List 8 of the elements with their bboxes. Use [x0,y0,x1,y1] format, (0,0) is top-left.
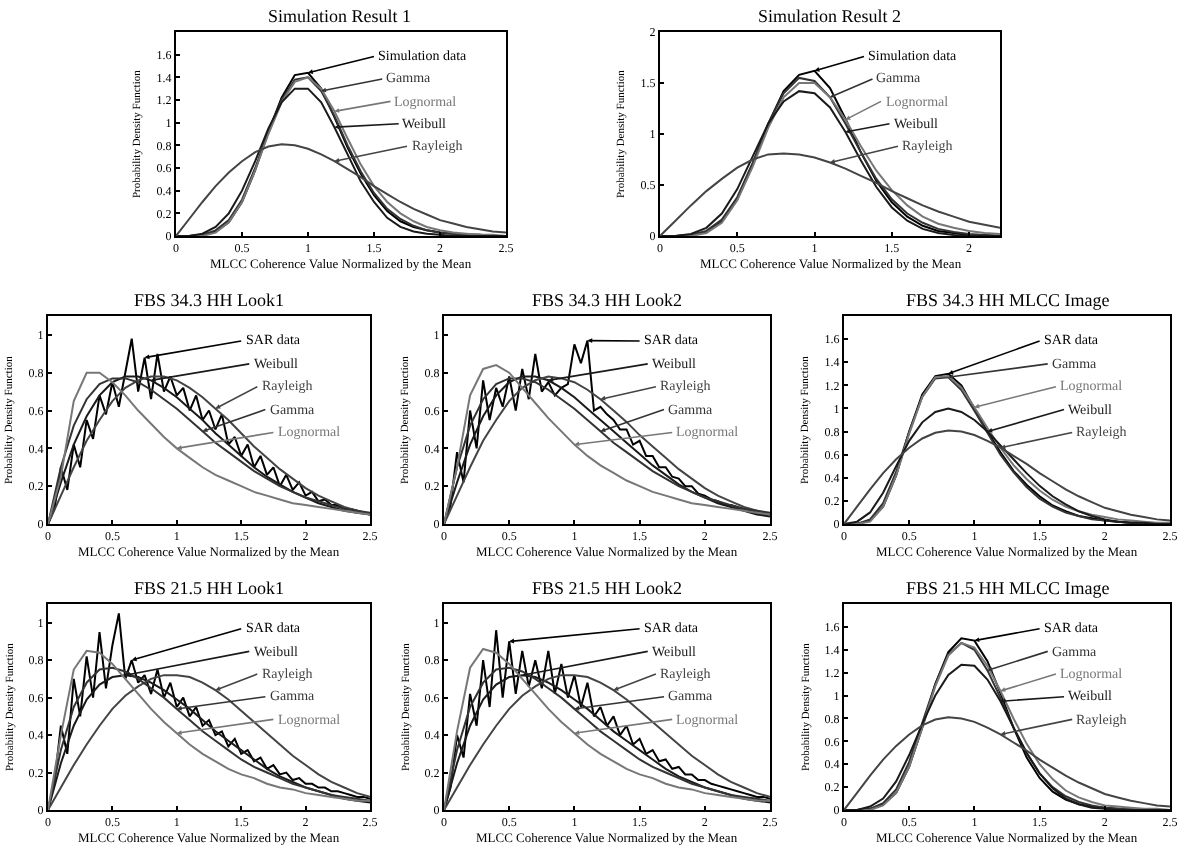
chart-title: FBS 21.5 HH Look1 [134,578,285,598]
chart-title: FBS 34.3 HH MLCC Image [906,290,1110,310]
chart-title: FBS 21.5 HH MLCC Image [906,578,1110,598]
chart-title: FBS 34.3 HH Look2 [532,290,683,310]
chart-title: FBS 34.3 HH Look1 [134,290,285,310]
chart-title: Simulation Result 1 [268,6,412,26]
chart-title: FBS 21.5 HH Look2 [532,578,683,598]
chart-title: Simulation Result 2 [758,6,902,26]
